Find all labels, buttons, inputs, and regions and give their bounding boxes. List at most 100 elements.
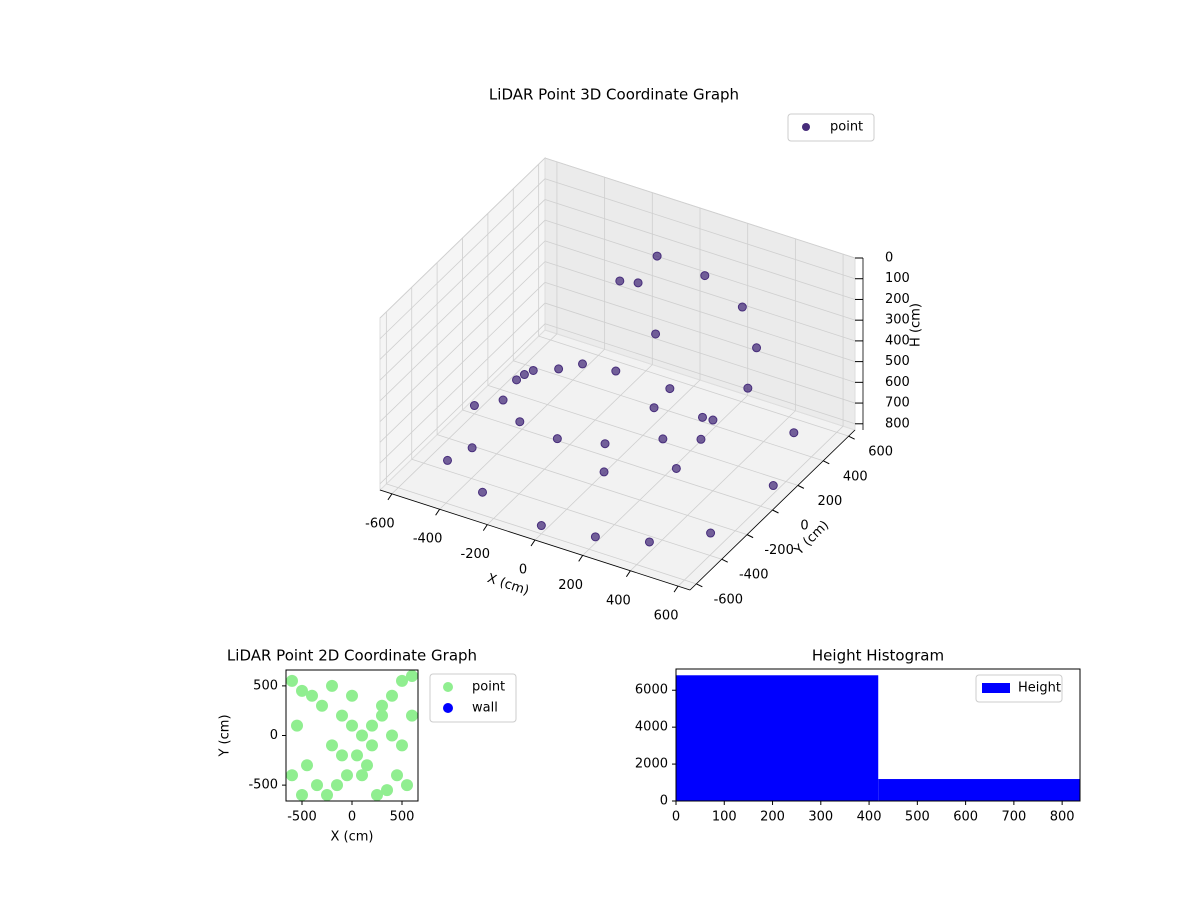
x-tick-label: 200: [760, 810, 785, 825]
point: [478, 487, 487, 497]
legend-label: Height: [1018, 681, 1061, 696]
point: [386, 689, 398, 702]
point: [356, 729, 368, 742]
legend-label: point: [830, 120, 863, 135]
grid-line: [544, 157, 856, 259]
y-tick-label: 400: [843, 469, 868, 484]
point: [331, 779, 343, 792]
point: [381, 784, 393, 797]
point: [296, 684, 308, 697]
point: [321, 789, 333, 801]
grid-line: [513, 360, 824, 462]
point: [291, 719, 303, 732]
bar: [878, 779, 1080, 801]
point: [469, 401, 479, 411]
y-tick: [823, 460, 830, 465]
grid-line: [379, 219, 546, 381]
legend-marker: [802, 123, 810, 131]
grid-line: [436, 434, 748, 535]
chart-title: Height Histogram: [812, 647, 944, 665]
y-tick-label: 500: [253, 678, 278, 693]
y-tick-label: 0: [800, 519, 808, 534]
point: [743, 383, 753, 393]
y-tick: [721, 558, 728, 563]
point: [696, 434, 706, 444]
x-tick-label: 500: [390, 810, 415, 825]
z-tick-label: 300: [885, 313, 910, 328]
point: [512, 375, 522, 385]
points: [286, 670, 418, 801]
x-tick-label: 800: [1050, 810, 1075, 825]
point: [633, 278, 643, 288]
grid-line: [487, 385, 799, 486]
y-tick-label: 0: [660, 794, 668, 809]
grid-line: [379, 240, 546, 402]
point: [515, 417, 525, 427]
x-tick: [578, 555, 584, 562]
point: [316, 699, 328, 712]
y-tick-label: 6000: [635, 683, 668, 698]
grid-line: [386, 483, 697, 585]
grid-line: [544, 219, 856, 321]
grid-line: [544, 261, 856, 362]
point: [700, 271, 710, 281]
point: [376, 709, 388, 722]
y-tick-label: -500: [248, 778, 278, 793]
x-tick: [387, 493, 393, 501]
point: [301, 759, 313, 772]
x-tick-label: 0: [672, 810, 680, 825]
point: [336, 709, 348, 722]
grid-line: [544, 323, 856, 425]
point: [366, 719, 378, 732]
legend-marker: [443, 703, 453, 713]
point: [649, 403, 659, 413]
axis-line: [689, 429, 856, 591]
x-tick-label: 300: [808, 810, 833, 825]
y-tick: [772, 509, 779, 514]
point: [401, 779, 413, 792]
x-axis-label: X (cm): [331, 830, 374, 845]
y-axis-label: Y (cm): [791, 518, 832, 559]
x-tick-label: 0: [348, 810, 356, 825]
x-tick: [625, 570, 631, 578]
legend-label: wall: [472, 701, 498, 716]
point: [698, 412, 707, 422]
x-tick-label: -500: [287, 810, 317, 825]
point: [706, 528, 716, 538]
point: [371, 789, 383, 801]
x-tick-label: 500: [905, 810, 930, 825]
point: [467, 443, 477, 453]
x-tick-label: 0: [519, 563, 527, 578]
point: [351, 749, 363, 762]
x-tick-label: 400: [857, 810, 882, 825]
y-tick-label: -600: [714, 592, 744, 607]
chart-title: LiDAR Point 3D Coordinate Graph: [489, 86, 739, 104]
point: [600, 439, 610, 449]
grid-line: [544, 302, 856, 404]
grid-line: [411, 458, 722, 560]
grid-line: [538, 335, 849, 437]
point: [768, 481, 778, 491]
bar: [676, 675, 879, 801]
legend-swatch: [982, 683, 1010, 693]
z-tick-label: 700: [885, 396, 910, 411]
y-tick-label: 2000: [635, 757, 668, 772]
point: [391, 769, 403, 782]
grid-line: [379, 178, 546, 340]
point: [346, 719, 358, 732]
point: [737, 302, 747, 312]
x-tick-label: 700: [1001, 810, 1026, 825]
point: [552, 434, 562, 444]
y-tick: [797, 484, 805, 489]
point: [296, 789, 308, 801]
point: [498, 395, 508, 405]
grid-line: [379, 323, 546, 485]
x-tick-label: 100: [712, 810, 737, 825]
point: [708, 415, 718, 425]
grid-line: [379, 157, 546, 319]
point: [599, 467, 609, 477]
point: [665, 384, 675, 394]
point: [341, 769, 353, 782]
y-tick: [696, 583, 703, 588]
